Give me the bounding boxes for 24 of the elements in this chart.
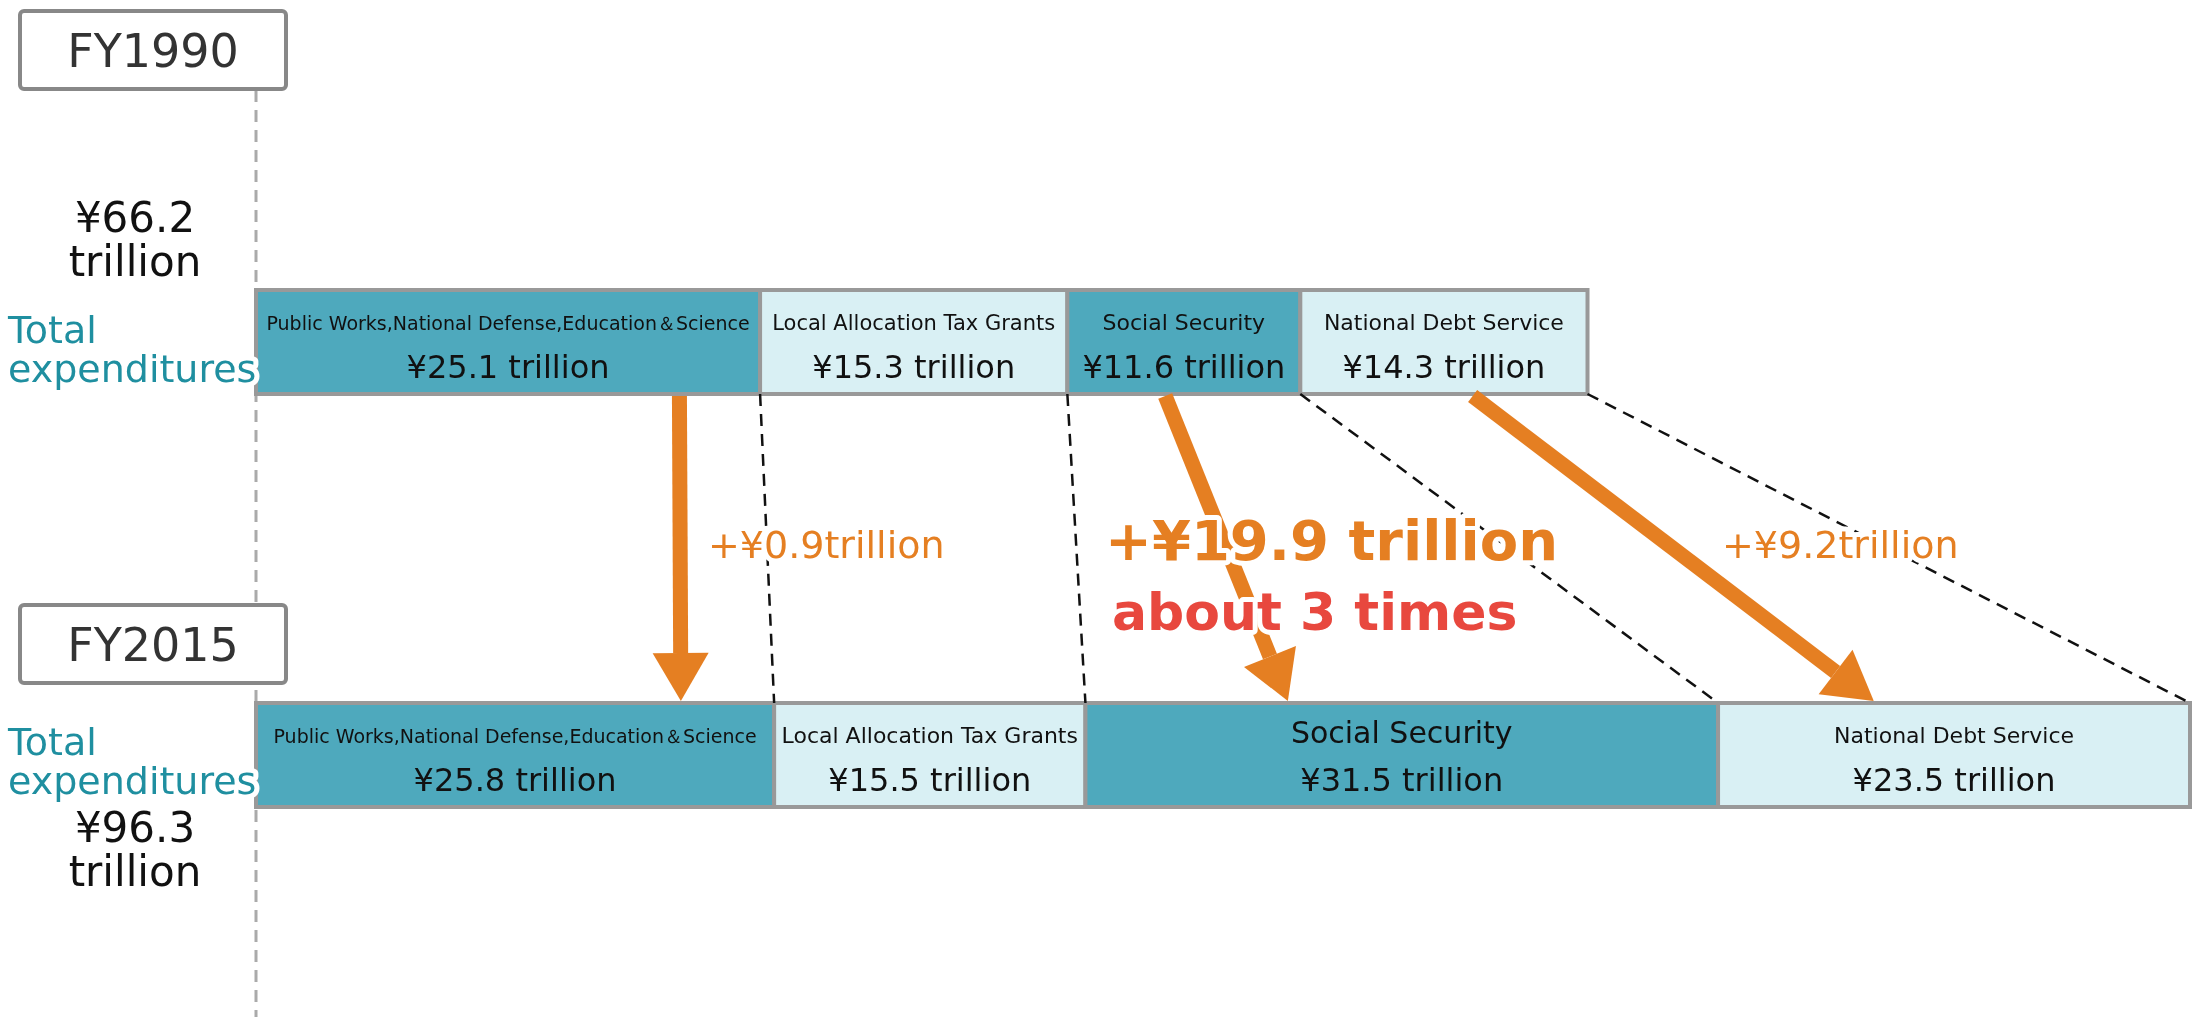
series-label: Local Allocation Tax Grants xyxy=(781,723,1078,748)
data-label: ¥11.6 trillion xyxy=(1082,348,1286,386)
data-label: ¥23.5 trillion xyxy=(1852,761,2056,799)
data-label: ¥25.1 trillion xyxy=(406,348,610,386)
series-label: Public Works,National Defense,Education＆Science xyxy=(266,312,750,334)
data-label: ¥25.8 trillion xyxy=(413,761,617,799)
data-label: ¥14.3 trillion xyxy=(1342,348,1546,386)
total-label: ¥66.2 trillion xyxy=(68,193,202,286)
annotation: +¥0.9trillion xyxy=(708,523,945,567)
annotation: Total expenditures xyxy=(7,720,257,803)
series-label: National Debt Service xyxy=(1323,310,1564,335)
text: National Debt Service xyxy=(1834,723,2075,748)
annotation: Total expenditures xyxy=(7,308,257,391)
text: Public Works,National Defense,Education＆Science xyxy=(273,725,757,747)
data-label: ¥15.3 trillion xyxy=(812,348,1016,386)
annotation: +¥9.2trillion xyxy=(1722,523,1959,567)
data-label: ¥15.5 trillion xyxy=(828,761,1032,799)
total-label: ¥96.3 trillion xyxy=(68,803,202,896)
data-label: ¥31.5 trillion xyxy=(1300,761,1504,799)
y-tick-label: FY1990 xyxy=(67,24,239,78)
y-tick-label: FY2015 xyxy=(67,618,239,672)
series-label: Social Security xyxy=(1290,715,1513,750)
text: Social Security xyxy=(1102,310,1266,335)
text: Local Allocation Tax Grants xyxy=(772,311,1056,335)
